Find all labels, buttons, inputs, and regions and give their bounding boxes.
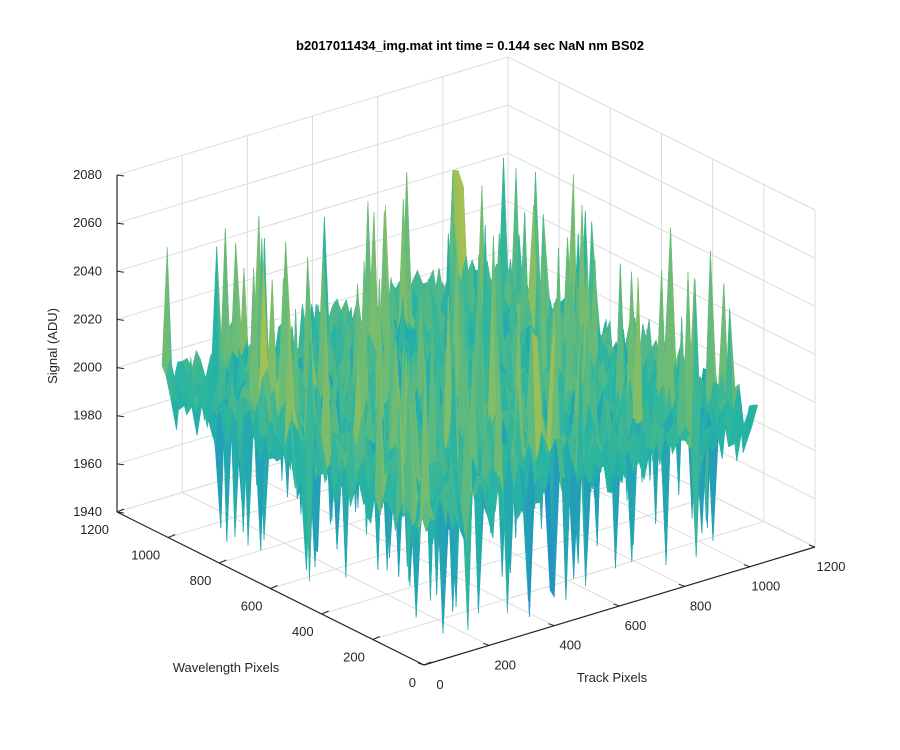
x-tick-label: 1200 (817, 559, 846, 574)
z-tick-label: 2080 (73, 167, 102, 182)
grid-line (507, 56, 816, 211)
z-tick-label: 1940 (73, 504, 102, 519)
grid-line (116, 200, 509, 320)
z-tick-mark (116, 463, 125, 466)
x-tick-label: 600 (625, 618, 647, 633)
surface-patch (419, 359, 430, 527)
z-tick-mark (116, 222, 125, 225)
x-tick-mark (613, 603, 620, 607)
x-tick-mark (417, 662, 425, 666)
z-tick-label: 1960 (73, 456, 102, 471)
y-tick-label: 1000 (131, 548, 160, 563)
y-tick-label: 400 (292, 624, 314, 639)
z-tick-mark (116, 511, 125, 514)
y-tick-label: 800 (190, 573, 212, 588)
y-tick-mark (321, 610, 329, 615)
x-tick-mark (743, 564, 750, 568)
x-tick-mark (483, 642, 490, 646)
z-tick-mark (116, 367, 125, 370)
grid-line (116, 56, 509, 176)
x-axis-label: Track Pixels (577, 670, 648, 685)
grid-line (507, 104, 816, 259)
z-tick-label: 2020 (73, 311, 102, 326)
y-tick-mark (423, 661, 432, 666)
x-tick-label: 1000 (751, 579, 780, 594)
tick-labels: 0 200 400 600 800 1000 1200 0 200 400 600 800 1000 12… (73, 167, 845, 692)
z-tick-label: 2060 (73, 215, 102, 230)
z-tick-mark (116, 415, 125, 418)
z-tick-mark (116, 270, 125, 273)
y-tick-mark (219, 559, 227, 564)
z-tick-label: 2000 (73, 360, 102, 375)
y-axis-label: Wavelength Pixels (173, 660, 280, 675)
x-tick-label: 400 (559, 638, 581, 653)
y-tick-label: 0 (409, 675, 416, 690)
y-tick-label: 200 (343, 650, 365, 665)
y-tick-mark (270, 585, 278, 589)
x-tick-mark (548, 623, 555, 627)
axes-box (116, 174, 816, 666)
x-tick-label: 200 (494, 657, 516, 672)
y-tick-label: 1200 (80, 522, 109, 537)
y-tick-label: 600 (241, 599, 263, 614)
grid-line (116, 152, 509, 272)
x-tick-mark (678, 583, 685, 587)
z-axis-label: Signal (ADU) (45, 308, 60, 384)
grid-line (372, 521, 764, 640)
x-tick-mark (808, 544, 816, 548)
chart-title: b2017011434_img.mat int time = 0.144 sec… (296, 38, 644, 53)
grid-line (116, 104, 509, 224)
x-tick-label: 800 (690, 598, 712, 613)
z-tick-label: 2040 (73, 263, 102, 278)
grid-line (507, 152, 816, 307)
surface-plot (161, 157, 759, 634)
y-tick-mark (167, 534, 176, 538)
z-tick-mark (116, 174, 125, 177)
y-tick-mark (116, 508, 125, 513)
x-tick-label: 0 (436, 677, 443, 692)
grid-line (321, 495, 713, 615)
y-tick-mark (372, 636, 381, 640)
z-tick-label: 1980 (73, 408, 102, 423)
z-tick-mark (116, 318, 125, 321)
